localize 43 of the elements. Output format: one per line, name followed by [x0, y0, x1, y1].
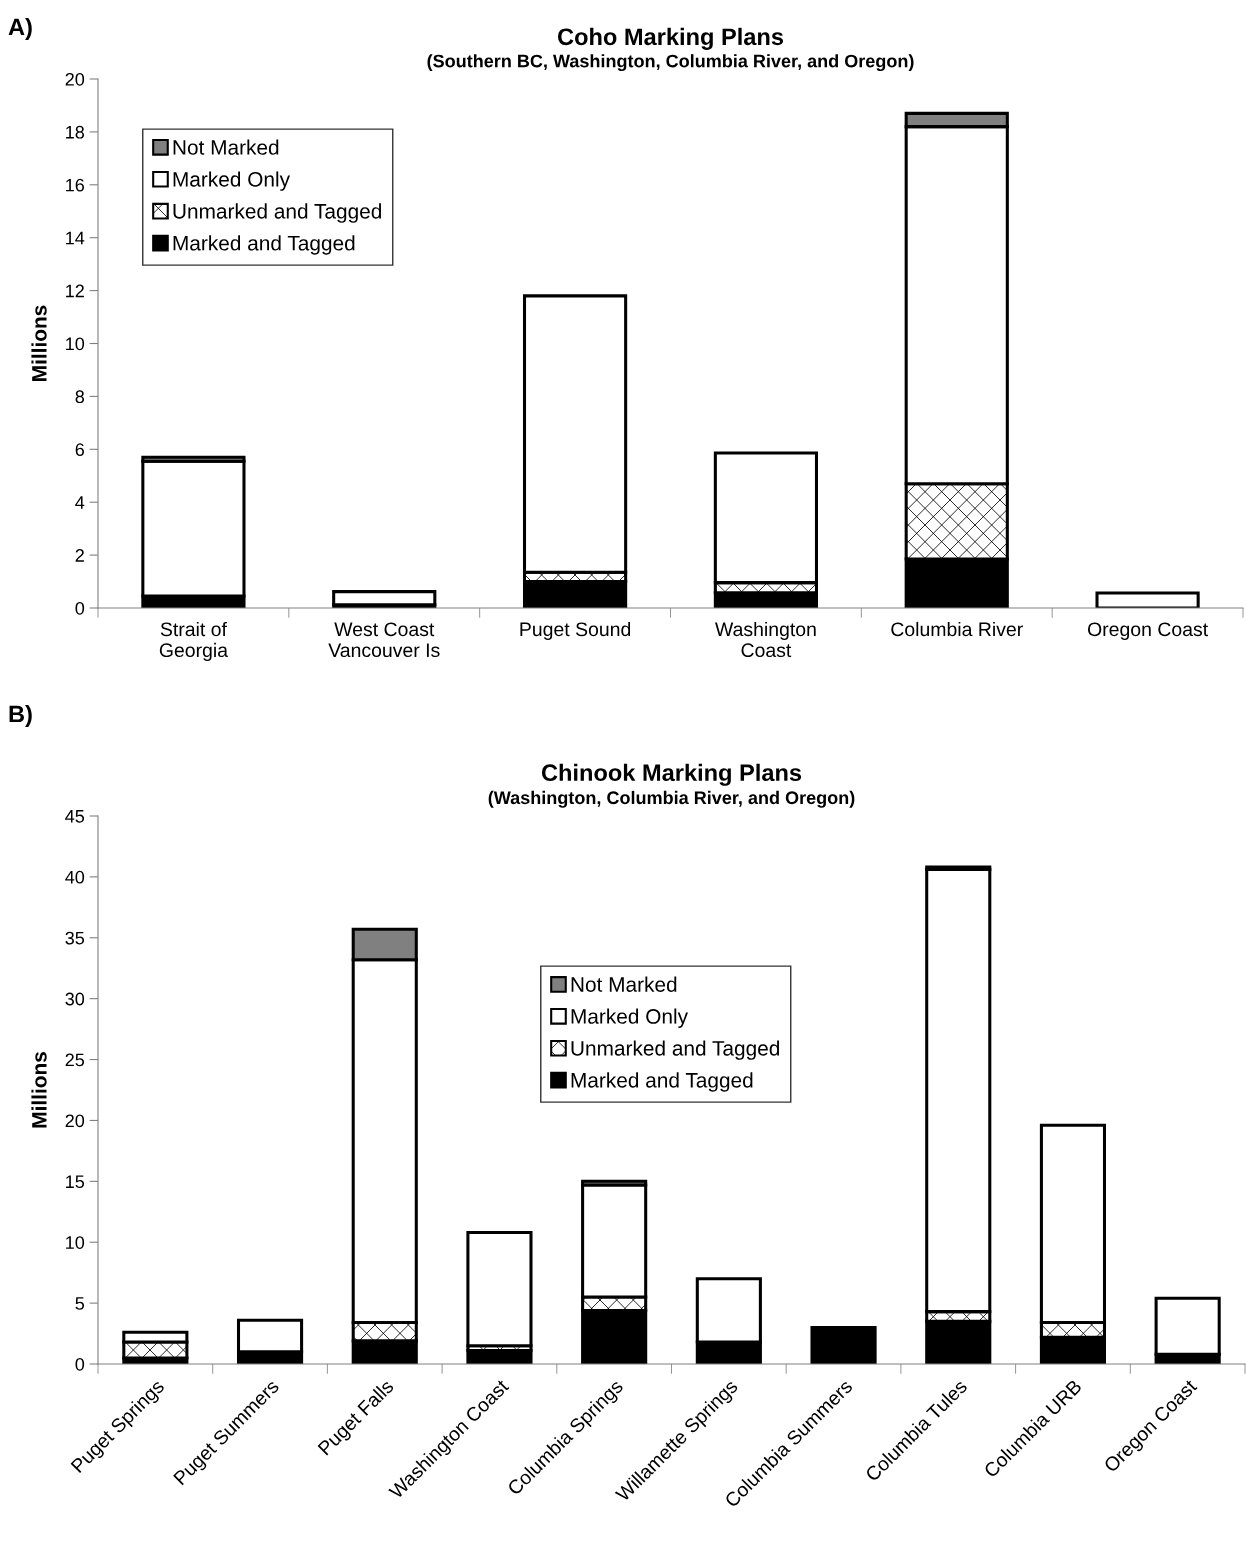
text: A) [8, 18, 32, 41]
y-tick-label: 10 [66, 1236, 85, 1249]
legend-label: Not Marked [571, 976, 677, 992]
y-tick-label: 8 [75, 390, 85, 404]
y-axis-title: Millions [31, 305, 47, 381]
y-tick-label: 40 [65, 870, 85, 884]
y-axis-title: Millions [31, 1052, 47, 1128]
legend-label: Marked Only [173, 171, 290, 191]
y-tick-label: 12 [66, 284, 84, 298]
x-tick-label: Columbia River [891, 621, 1023, 637]
y-tick-label: 4 [75, 496, 85, 509]
y-tick-label: 18 [66, 125, 85, 139]
y-tick-label: 0 [75, 601, 85, 615]
x-tick-label: West Coast Vancouver Is [328, 622, 440, 658]
x-tick-label: Washington Coast [715, 621, 816, 658]
legend-label: Not Marked [173, 139, 279, 155]
legend-label: Marked Only [571, 1008, 688, 1028]
y-tick-label: 45 [65, 810, 85, 823]
chart-subtitle: (Washington, Columbia River, and Oregon) [488, 790, 855, 808]
y-tick-label: 10 [66, 337, 85, 351]
legend-label: Marked and Tagged [173, 235, 355, 255]
y-tick-label: 14 [66, 231, 85, 245]
y-tick-label: 25 [65, 1053, 85, 1067]
text: B) [9, 705, 32, 728]
y-tick-label: 6 [75, 443, 85, 457]
y-tick-label: 20 [65, 72, 85, 86]
y-tick-label: 20 [65, 1114, 85, 1128]
chart-title: Chinook Marking Plans [541, 763, 802, 786]
y-tick-label: 5 [75, 1297, 85, 1310]
y-tick-label: 15 [66, 1175, 85, 1189]
y-tick-label: 16 [66, 178, 85, 192]
chart-title: Coho Marking Plans [558, 27, 784, 50]
y-tick-label: 30 [65, 992, 85, 1006]
y-tick-label: 35 [65, 931, 85, 945]
legend-label: Unmarked and Tagged [571, 1040, 780, 1060]
chart-subtitle: (Southern BC, Washington, Columbia River, and Oregon) [427, 54, 914, 72]
x-tick-label: Puget Sound [520, 621, 631, 641]
y-tick-label: 0 [75, 1357, 85, 1371]
legend-label: Marked and Tagged [571, 1072, 753, 1092]
y-tick-label: 2 [75, 549, 84, 562]
legend-label: Unmarked and Tagged [173, 203, 381, 223]
x-tick-label: Oregon Coast [1087, 622, 1208, 641]
x-tick-label: Strait of Georgia [159, 621, 229, 661]
